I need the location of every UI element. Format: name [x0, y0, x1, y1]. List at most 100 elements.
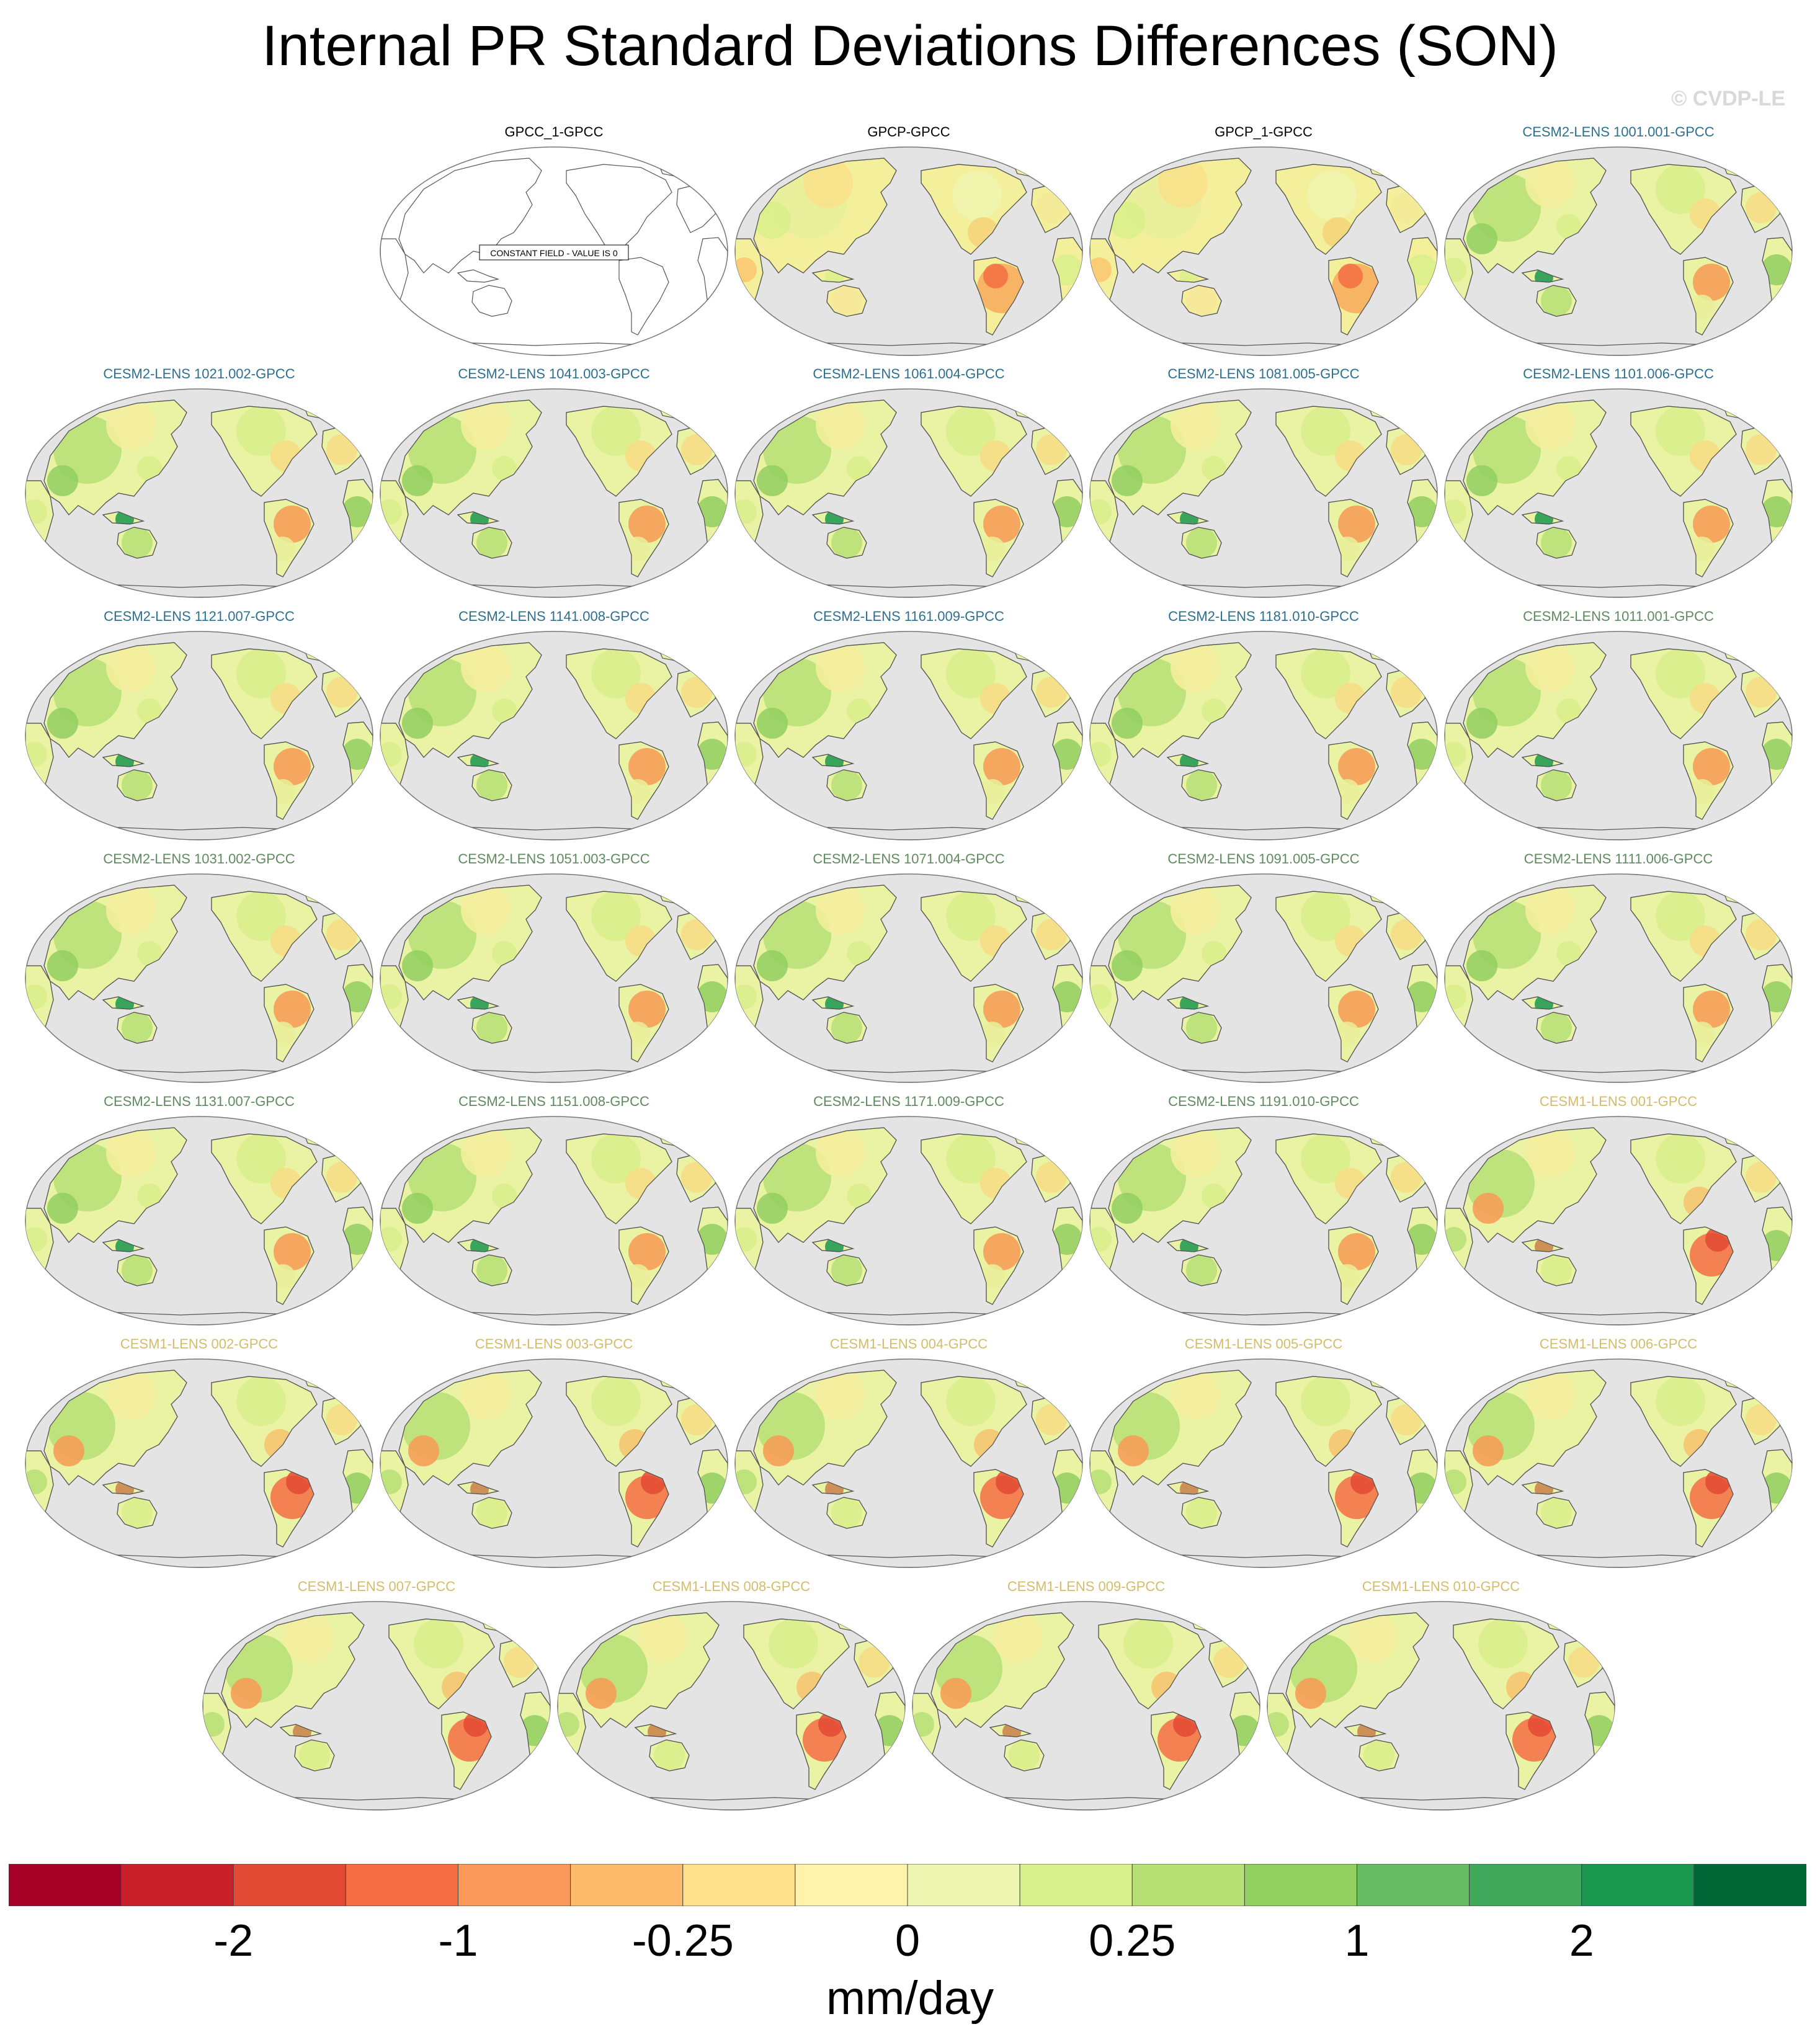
- continent-namerica: [388, 1618, 495, 1709]
- continent-australia: [1536, 769, 1577, 801]
- map-panel-title: CESM1-LENS 004-GPCC: [829, 1336, 988, 1352]
- continent-australia: [1181, 769, 1222, 801]
- continent-samerica: [1506, 1711, 1556, 1790]
- continent-australia: [1181, 285, 1222, 317]
- colorbar-units: mm/day: [826, 1972, 994, 2025]
- map-panel: CESM1-LENS 009-GPCC: [909, 1579, 1263, 1821]
- continent-australia: [826, 1012, 867, 1044]
- continent-australia: [826, 527, 867, 559]
- map-panel: CESM2-LENS 1161.009-GPCC: [732, 608, 1086, 850]
- continent-eurasia: [930, 1612, 1074, 1728]
- map-panel: CESM2-LENS 1131.007-GPCC: [22, 1094, 376, 1335]
- map-panel-title: CESM2-LENS 1141.008-GPCC: [458, 608, 649, 624]
- map-panel: CESM2-LENS 1121.007-GPCC: [22, 608, 376, 850]
- map-panel-title: CESM2-LENS 1041.003-GPCC: [458, 366, 650, 381]
- map-panel-title: CESM2-LENS 1021.002-GPCC: [103, 366, 295, 381]
- map-panel: CESM1-LENS 006-GPCC: [1442, 1336, 1795, 1578]
- colorbar-tick-label: -2: [213, 1916, 254, 1966]
- continent-australia: [471, 285, 512, 317]
- continent-australia: [294, 1739, 335, 1772]
- robinson-map: [557, 1601, 906, 1811]
- robinson-map: [380, 1358, 728, 1568]
- continent-samerica: [264, 1226, 314, 1305]
- colorbar-box: [1469, 1864, 1582, 1906]
- continent-samerica: [618, 1469, 669, 1548]
- continent-eurasia: [753, 158, 897, 274]
- map-panel-title: CESM1-LENS 009-GPCC: [1007, 1579, 1166, 1594]
- continent-namerica: [566, 406, 672, 497]
- continent-eurasia: [753, 1127, 897, 1243]
- continent-samerica: [264, 984, 314, 1063]
- continent-samerica: [1328, 984, 1379, 1063]
- map-panel: CESM2-LENS 1031.002-GPCC: [22, 851, 376, 1093]
- robinson-map: [1444, 1116, 1793, 1326]
- map-panel: CESM2-LENS 1101.006-GPCC: [1442, 366, 1795, 608]
- colorbar-box: [233, 1864, 346, 1906]
- map-panel-title: CESM1-LENS 007-GPCC: [297, 1579, 456, 1594]
- continent-eurasia: [1108, 1127, 1252, 1243]
- robinson-map: CONSTANT FIELD - VALUE IS 0: [380, 146, 728, 356]
- continent-samerica: [618, 1226, 669, 1305]
- colorbar-box: [682, 1864, 796, 1906]
- map-panel-title: CESM2-LENS 1071.004-GPCC: [813, 851, 1005, 867]
- map-panel: CESM1-LENS 002-GPCC: [22, 1336, 376, 1578]
- continent-eurasia: [398, 885, 542, 1001]
- continent-samerica: [973, 499, 1024, 577]
- colorbar-box: [458, 1864, 571, 1906]
- colorbar-box: [345, 1864, 459, 1906]
- continent-eurasia: [753, 1370, 897, 1486]
- robinson-map: [1089, 146, 1438, 356]
- map-panel-title: CESM2-LENS 1111.006-GPCC: [1523, 851, 1713, 867]
- continent-australia: [1358, 1739, 1399, 1772]
- continent-samerica: [1683, 741, 1734, 820]
- robinson-map: [1267, 1601, 1615, 1811]
- map-panel-title: GPCP_1-GPCC: [1215, 124, 1313, 140]
- map-panel-title: CESM2-LENS 1011.001-GPCC: [1523, 608, 1714, 624]
- continent-eurasia: [1108, 158, 1252, 274]
- continent-australia: [471, 1012, 512, 1044]
- map-panel-title: CESM1-LENS 008-GPCC: [652, 1579, 811, 1594]
- colorbar: [9, 1864, 1806, 1906]
- continent-namerica: [1275, 891, 1382, 982]
- continent-australia: [1181, 527, 1222, 559]
- continent-australia: [117, 527, 158, 559]
- continent-australia: [1536, 1497, 1577, 1529]
- robinson-map: [380, 388, 728, 598]
- continent-samerica: [1151, 1711, 1202, 1790]
- continent-eurasia: [43, 885, 187, 1001]
- continent-samerica: [1328, 741, 1379, 820]
- map-panel-title: GPCC_1-GPCC: [504, 124, 604, 140]
- robinson-map: [25, 388, 373, 598]
- continent-samerica: [618, 499, 669, 577]
- robinson-map: [734, 388, 1083, 598]
- robinson-map: [734, 873, 1083, 1083]
- continent-samerica: [973, 984, 1024, 1063]
- colorbar-box: [570, 1864, 684, 1906]
- continent-eurasia: [1463, 399, 1607, 515]
- map-panel-title: CESM2-LENS 1091.005-GPCC: [1167, 851, 1360, 867]
- continent-namerica: [1453, 1618, 1559, 1709]
- continent-samerica: [618, 984, 669, 1063]
- continent-eurasia: [753, 885, 897, 1001]
- continent-australia: [1004, 1739, 1045, 1772]
- continent-eurasia: [1463, 1370, 1607, 1486]
- continent-samerica: [618, 257, 669, 336]
- continent-eurasia: [398, 642, 542, 758]
- continent-australia: [117, 1254, 158, 1286]
- continent-australia: [471, 1497, 512, 1529]
- map-panel: CESM1-LENS 007-GPCC: [200, 1579, 553, 1821]
- map-panel: CESM2-LENS 1071.004-GPCC: [732, 851, 1086, 1093]
- continent-namerica: [211, 891, 318, 982]
- map-panel-title: CESM2-LENS 1081.005-GPCC: [1167, 366, 1360, 381]
- robinson-map: [202, 1601, 551, 1811]
- continent-australia: [1536, 527, 1577, 559]
- continent-samerica: [973, 257, 1024, 336]
- map-panel-title: CESM2-LENS 1171.009-GPCC: [813, 1094, 1004, 1109]
- map-panel-title: CESM2-LENS 1101.006-GPCC: [1523, 366, 1714, 381]
- map-panel-title: CESM1-LENS 005-GPCC: [1184, 1336, 1343, 1352]
- continent-eurasia: [753, 399, 897, 515]
- continent-eurasia: [1108, 1370, 1252, 1486]
- robinson-map: [1444, 146, 1793, 356]
- robinson-map: [1444, 631, 1793, 840]
- continent-eurasia: [1463, 885, 1607, 1001]
